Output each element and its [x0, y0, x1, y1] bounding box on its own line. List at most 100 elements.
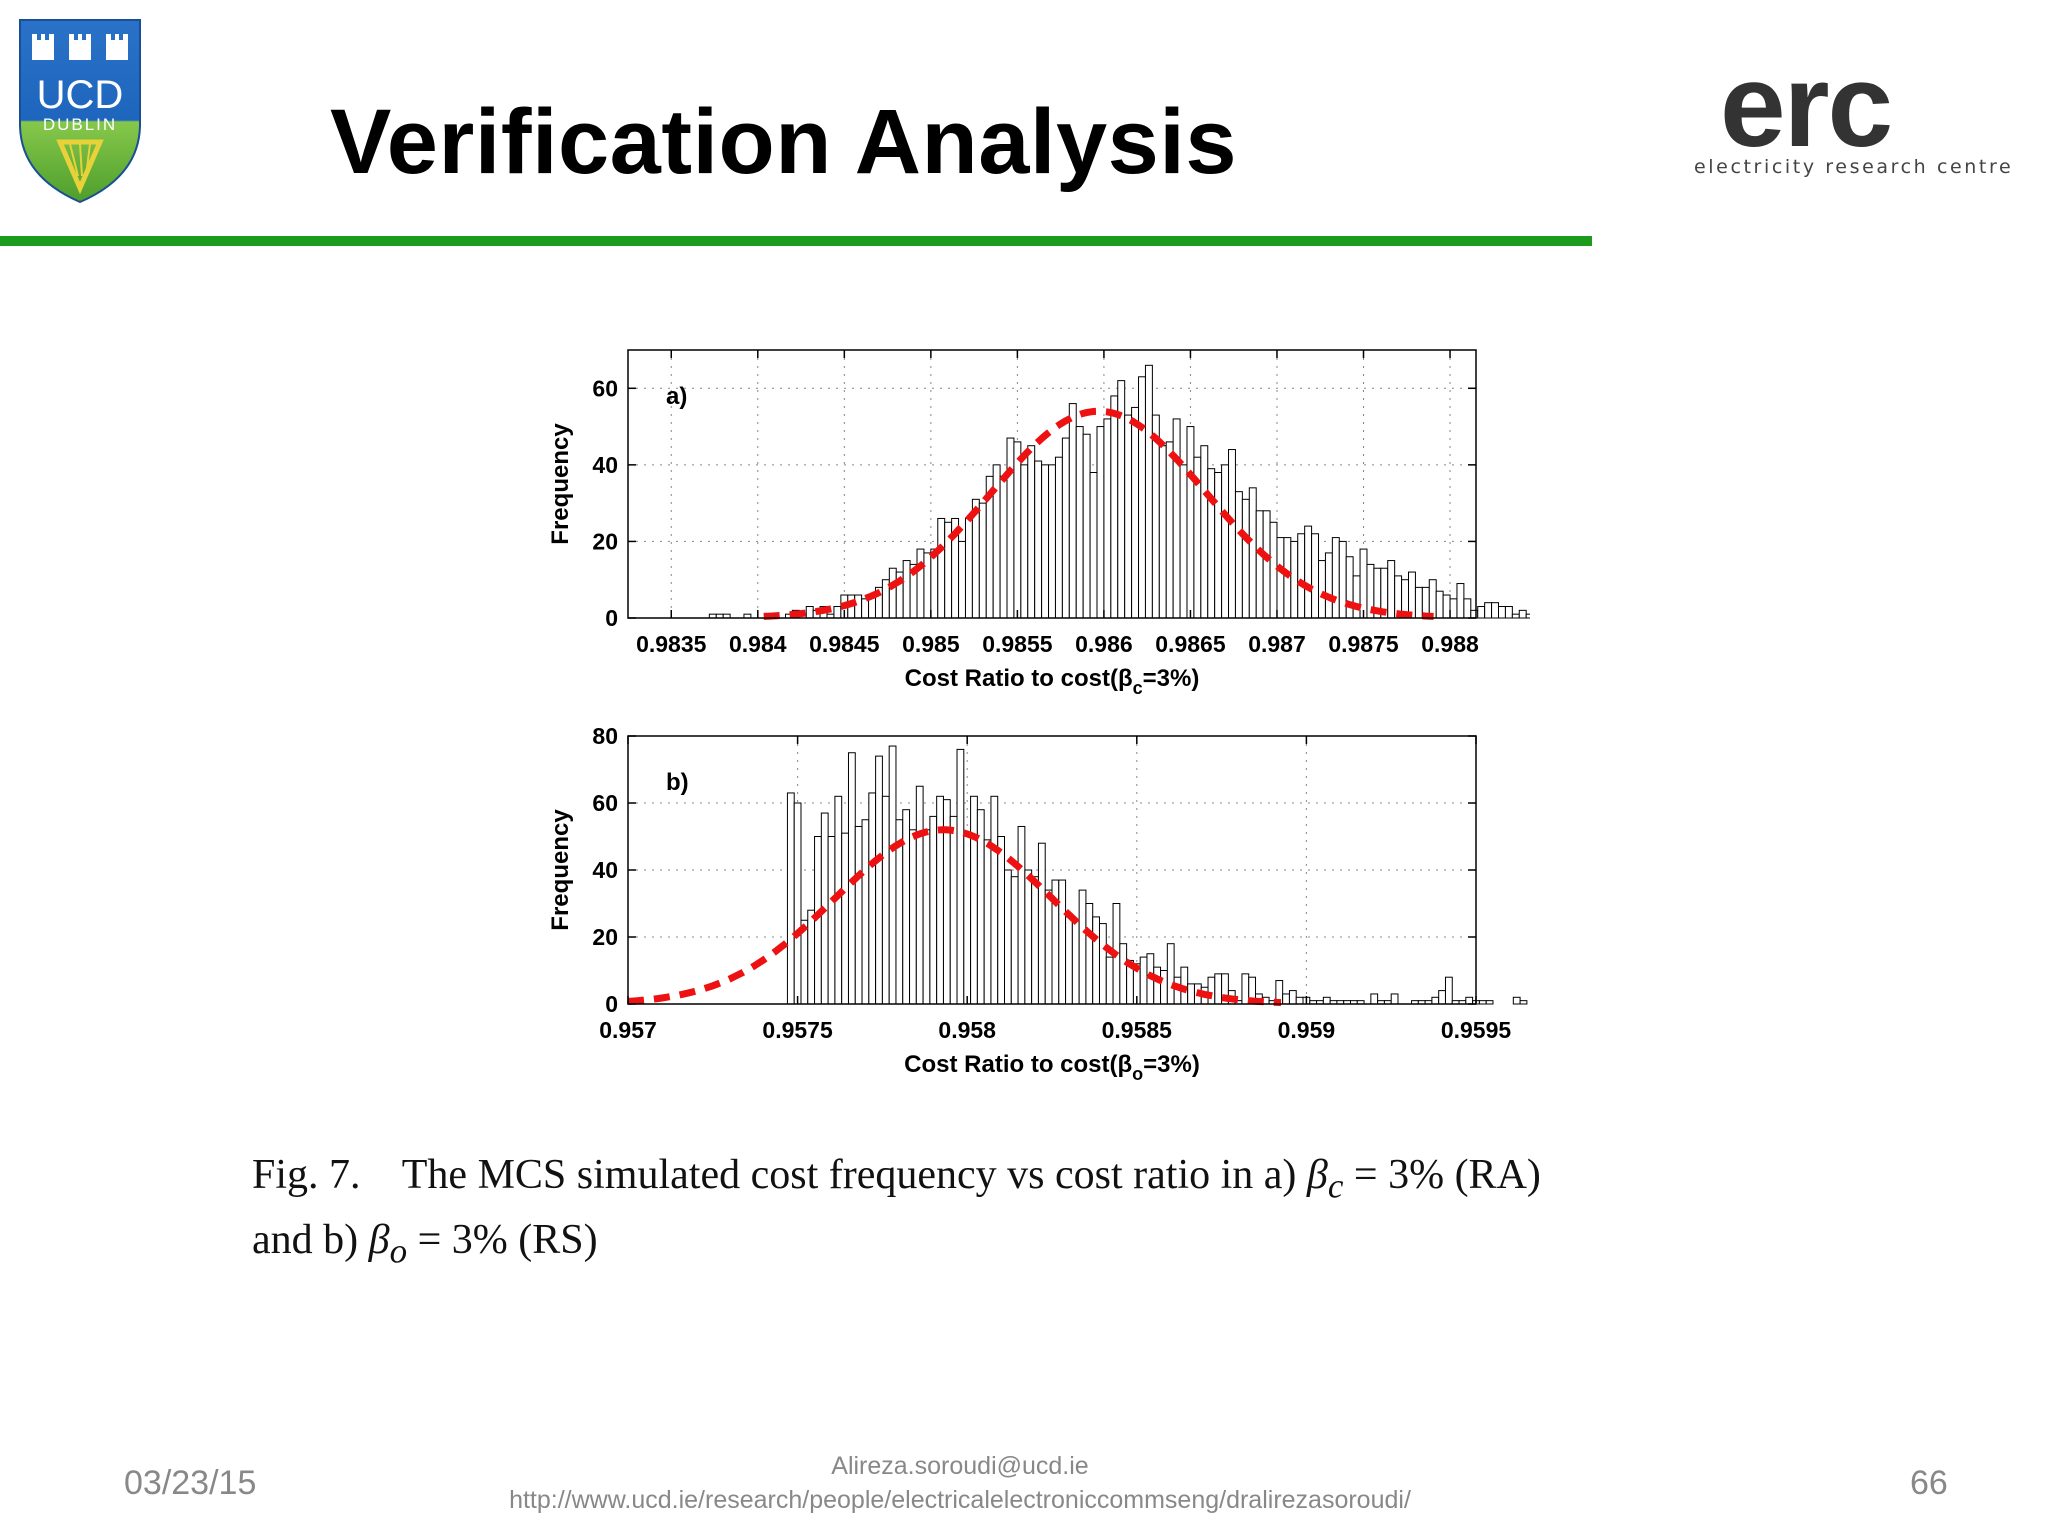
histogram-bar	[1071, 919, 1080, 1005]
histogram-bar	[1428, 579, 1437, 619]
x-tick-label: 0.984	[729, 631, 787, 657]
histogram-bar	[1295, 996, 1304, 1005]
footer-url[interactable]: http://www.ucd.ie/research/people/electr…	[509, 1486, 1411, 1514]
histogram-bar	[964, 517, 973, 619]
x-tick-label: 0.9875	[1328, 631, 1399, 657]
histogram-bar	[1006, 437, 1015, 619]
histogram-bar	[902, 809, 911, 1005]
histogram-bar	[1408, 571, 1416, 619]
histogram-bar	[970, 795, 978, 1005]
histogram-bar	[909, 829, 917, 1005]
caption-text-2: and b)	[252, 1217, 359, 1264]
fit-curve-a	[763, 407, 1434, 620]
x-tick-label: 0.9855	[982, 631, 1053, 657]
histogram-bar	[1031, 876, 1039, 1005]
histogram-bar	[1207, 976, 1216, 1005]
histogram-bar	[956, 748, 965, 1005]
histogram-bar	[1497, 606, 1506, 619]
histogram-bar	[1186, 426, 1195, 619]
histogram-bar	[1004, 869, 1012, 1005]
x-tick-label: 0.9865	[1155, 631, 1226, 657]
bars-b	[786, 745, 1759, 1005]
xlabel-b-main: Cost Ratio to cost(β	[904, 1051, 1132, 1078]
histogram-bar	[1082, 433, 1091, 619]
xlabel-a: Cost Ratio to cost(βc=3%)	[905, 665, 1200, 698]
y-tick-label: 60	[592, 790, 618, 816]
histogram-bar	[999, 475, 1008, 619]
xlabel-b: Cost Ratio to cost(βo=3%)	[904, 1051, 1200, 1084]
histogram-bar	[997, 836, 1006, 1005]
histogram-bar	[1456, 583, 1465, 619]
histogram-bar	[1322, 996, 1331, 1005]
histogram-bar	[937, 517, 946, 619]
histogram-bar	[1387, 560, 1396, 619]
histogram-bar	[916, 548, 925, 619]
histogram-bar	[1435, 590, 1444, 619]
histogram-bar	[1010, 876, 1019, 1005]
histogram-bar	[854, 825, 863, 1005]
histogram-bar	[1518, 609, 1527, 619]
histogram-bar	[1484, 602, 1493, 619]
histogram-bar	[1075, 426, 1084, 619]
histogram-bar	[1068, 403, 1077, 619]
histogram-bar	[1054, 456, 1063, 619]
histogram-bar	[1131, 406, 1140, 619]
histogram-bar	[963, 832, 972, 1005]
y-tick-label: 40	[592, 857, 618, 883]
histogram-bar	[1359, 548, 1368, 619]
histogram-bar	[1110, 395, 1119, 619]
x-tick-label: 0.988	[1421, 631, 1479, 657]
histogram-bar	[949, 815, 958, 1005]
histogram-bar	[1525, 613, 1534, 619]
histogram-bar	[1318, 560, 1326, 619]
ucd-logo-text: UCD	[37, 73, 124, 117]
histogram-bar	[1519, 1000, 1528, 1005]
erc-logo: erc electricity research centre	[1690, 40, 2011, 185]
histogram-bar	[915, 785, 924, 1005]
histogram-bar	[1085, 903, 1094, 1005]
histogram-bar	[1248, 487, 1257, 619]
histogram-bar	[983, 839, 992, 1005]
histogram-bar	[902, 560, 911, 619]
histogram-bar	[1048, 464, 1056, 619]
histogram-bar	[1449, 598, 1458, 619]
histogram-bar	[1166, 943, 1175, 1005]
footer-email[interactable]: Alireza.soroudi@ucd.ie	[831, 1452, 1089, 1480]
ylabel-b: Frequency	[547, 809, 574, 931]
histogram-bar	[1061, 437, 1070, 619]
panel-label-a: a)	[666, 383, 687, 410]
ylabel-a: Frequency	[547, 423, 574, 545]
histogram-bar	[929, 815, 938, 1005]
histogram-bar	[1228, 449, 1236, 619]
caption-line-2: and b) βo = 3% (RS)	[252, 1213, 1812, 1278]
histogram-bar	[1414, 586, 1423, 619]
page-number: 66	[1910, 1464, 1948, 1502]
ucd-logo: UCD DUBLIN	[16, 16, 144, 206]
histogram-bar	[990, 795, 999, 1005]
histogram-bar	[1485, 1000, 1494, 1005]
histogram-bar	[1465, 996, 1474, 1005]
histogram-bar	[1139, 956, 1148, 1005]
page-title: Verification Analysis	[330, 91, 1238, 193]
y-tick-label: 60	[592, 375, 618, 401]
caption-line-1: Fig. 7. The MCS simulated cost frequency…	[252, 1148, 1812, 1213]
xlabel-a-sub: c	[1133, 678, 1143, 698]
histogram-bar	[1221, 464, 1230, 619]
histogram-bar	[1504, 606, 1513, 619]
histogram-panel-b: 0.957 0.9575 0.958 0.9585 0.959 0.9595 0 20 40 6…	[547, 723, 1759, 1084]
figure-caption: Fig. 7. The MCS simulated cost frequency…	[252, 1148, 1812, 1279]
histogram-bar	[930, 548, 939, 619]
histogram-bar	[1234, 491, 1243, 619]
histogram-bar	[1041, 464, 1050, 619]
histogram-bar	[1324, 552, 1333, 619]
histogram-bar	[1290, 540, 1299, 619]
x-tick-label: 0.957	[599, 1017, 657, 1043]
caption-eq-1: = 3% (RA)	[1353, 1152, 1541, 1198]
histogram-bar	[1200, 445, 1209, 619]
histogram-bar	[1119, 943, 1128, 1005]
histogram-bar	[841, 832, 849, 1005]
histogram-bar	[1158, 445, 1167, 619]
histogram-bar	[1442, 594, 1451, 619]
histogram-figure: 0.9835 0.984 0.9845 0.985 0.9855 0.986 0.9865 0…	[547, 349, 1759, 1084]
histogram-bar	[1103, 418, 1112, 619]
